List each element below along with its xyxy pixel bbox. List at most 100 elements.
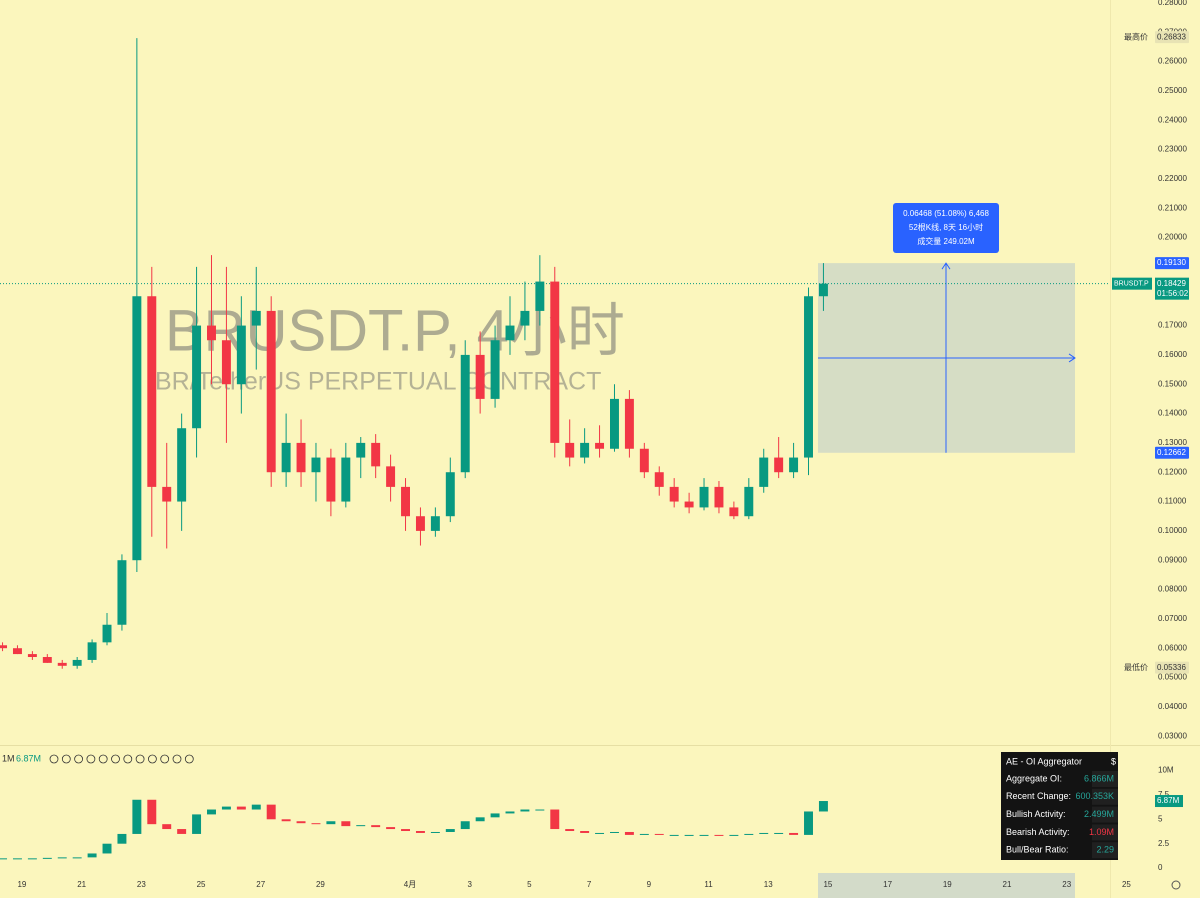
oi-candle — [789, 832, 799, 835]
oi-candle — [580, 831, 590, 833]
candle-body — [550, 281, 560, 443]
y-tick-label: 0.24000 — [1158, 115, 1187, 124]
candle-body — [639, 448, 649, 473]
oi-candle — [266, 804, 276, 820]
x-tick-label: 17 — [883, 880, 892, 889]
oi-candle — [102, 843, 112, 854]
candle-body — [774, 457, 784, 473]
oi-tick-label: 10M — [1158, 766, 1174, 775]
oi-candle — [610, 831, 619, 833]
oi-table-cell — [1092, 842, 1118, 859]
oi-candle — [415, 831, 425, 833]
x-tick-label: 13 — [764, 880, 773, 889]
x-tick-label: 19 — [943, 880, 952, 889]
candle-body — [0, 645, 8, 649]
oi-table-cell — [1092, 824, 1118, 841]
range-top: 0.19130 — [1157, 258, 1186, 267]
oi-candle — [0, 858, 8, 860]
oi-candle — [565, 829, 575, 832]
oi-table-value: 6.866M — [1084, 773, 1114, 783]
oi-candle — [192, 814, 202, 834]
high-price-box — [1155, 31, 1189, 44]
y-tick-label: 0.16000 — [1158, 350, 1187, 359]
oi-candle — [535, 809, 545, 811]
oi-candle — [430, 831, 440, 833]
oi-candle — [505, 811, 515, 814]
oi-tick-label: 0 — [1158, 863, 1163, 872]
candle-body — [296, 442, 306, 473]
x-tick-label: 4月 — [404, 880, 416, 889]
y-tick-label: 0.08000 — [1158, 585, 1187, 594]
legend-icon — [172, 754, 182, 764]
candle-body — [386, 466, 396, 487]
oi-table — [1001, 752, 1118, 860]
oi-candle — [804, 811, 813, 835]
oi-candle — [147, 799, 157, 825]
oi-last: 6.87M — [1157, 796, 1180, 805]
oi-candle — [654, 833, 664, 835]
oi-candle — [550, 809, 560, 830]
x-tick-label: 5 — [527, 880, 532, 889]
candle-body — [102, 624, 112, 643]
y-tick-label: 0.28000 — [1158, 0, 1187, 7]
oi-table-label: Bullish Activity: — [1006, 809, 1066, 819]
oi-tick-label: 7.5 — [1158, 790, 1170, 799]
oi-legend-name: 1M — [2, 753, 15, 763]
oi-table-value: 2.499M — [1084, 809, 1114, 819]
legend-icon — [74, 754, 83, 764]
oi-candle — [386, 827, 396, 830]
candle-body — [535, 281, 545, 311]
candle-body — [804, 296, 813, 458]
candle-body — [401, 486, 410, 517]
candle-body — [595, 442, 605, 449]
legend-icon — [111, 754, 120, 764]
y-tick-label: 0.23000 — [1158, 145, 1187, 154]
y-tick-label: 0.10000 — [1158, 526, 1187, 535]
legend-icon — [135, 754, 145, 764]
oi-candle — [27, 858, 37, 860]
low-price-name: 最低价 — [1124, 662, 1148, 672]
candle-body — [326, 457, 336, 502]
legend-icon — [86, 754, 96, 764]
oi-candle — [818, 801, 828, 812]
oi-candle — [729, 834, 739, 836]
candle-body — [371, 442, 381, 467]
candle-body — [356, 442, 366, 458]
range-tooltip — [893, 203, 999, 253]
candle-body — [759, 457, 769, 487]
candle-body — [460, 354, 470, 473]
low-price-box — [1155, 661, 1189, 674]
legend-icon — [61, 754, 71, 764]
oi-candle — [42, 857, 52, 859]
candle-body — [162, 486, 172, 502]
countdown: 01:56:02 — [1157, 289, 1189, 298]
oi-table-value: 1.09M — [1089, 827, 1114, 837]
oi-candle — [639, 833, 649, 835]
oi-candle — [684, 834, 694, 836]
oi-candle — [356, 825, 366, 827]
candle-body — [565, 442, 575, 458]
oi-candle — [12, 858, 22, 860]
last-price-box — [1155, 277, 1189, 300]
oi-candle — [162, 824, 172, 830]
legend-icon — [123, 754, 133, 764]
oi-candle — [744, 833, 754, 835]
oi-candle — [177, 829, 187, 834]
oi-candle — [132, 799, 142, 834]
legend-icon — [49, 754, 59, 764]
candle-body — [281, 442, 291, 473]
x-tick-label: 29 — [316, 880, 325, 889]
oi-tick-label: 2.5 — [1158, 839, 1170, 848]
settings-icon[interactable] — [1171, 880, 1181, 890]
candle-body — [147, 296, 157, 487]
range-tooltip-text: 0.06468 (51.08%) 6,468 — [903, 209, 989, 218]
oi-candle — [699, 834, 709, 836]
candle-body — [684, 501, 694, 508]
x-tick-label: 19 — [17, 880, 26, 889]
oi-candle — [326, 821, 336, 825]
oi-candle — [595, 832, 605, 834]
oi-table-value: 2.29 — [1096, 845, 1114, 855]
oi-table-label: Bull/Bear Ratio: — [1006, 845, 1069, 855]
candle-body — [251, 310, 261, 326]
